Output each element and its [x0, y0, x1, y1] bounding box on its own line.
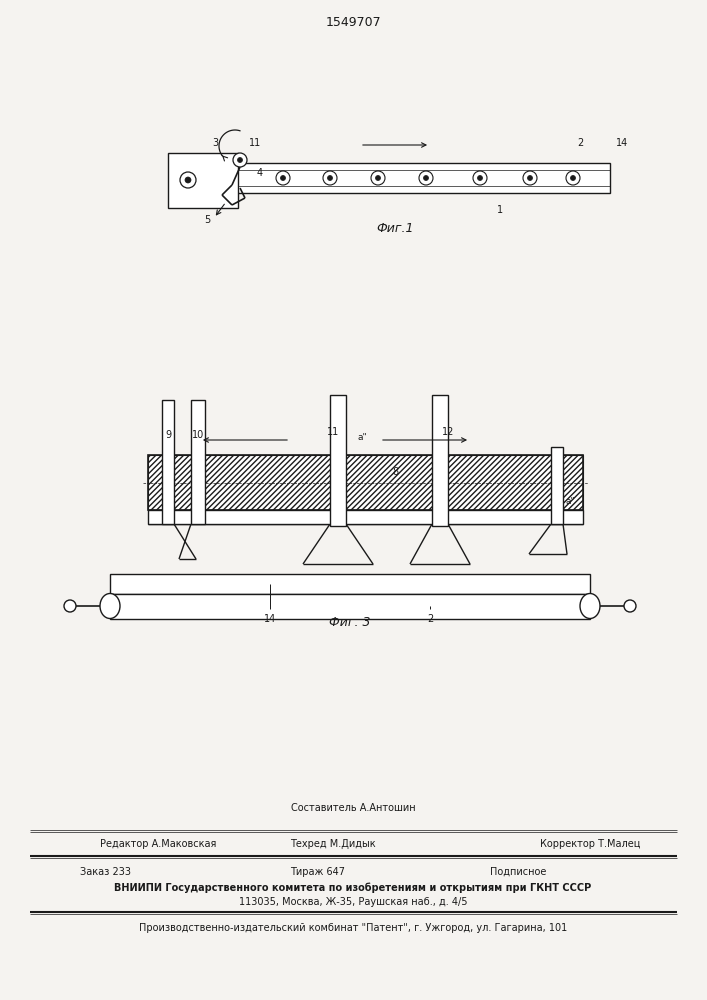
Text: 1549707: 1549707	[325, 15, 381, 28]
Circle shape	[523, 171, 537, 185]
Ellipse shape	[100, 593, 120, 618]
Circle shape	[323, 171, 337, 185]
Circle shape	[375, 176, 380, 180]
Text: Заказ 233: Заказ 233	[80, 867, 131, 877]
Circle shape	[473, 171, 487, 185]
Text: 2: 2	[427, 614, 433, 624]
Text: 10: 10	[192, 430, 204, 440]
Circle shape	[64, 600, 76, 612]
Bar	[330, 395, 346, 526]
Text: Редактор А.Маковская: Редактор А.Маковская	[100, 839, 216, 849]
Bar	[110, 574, 590, 594]
Bar	[551, 447, 563, 524]
Text: 4: 4	[257, 168, 263, 178]
Text: 11: 11	[327, 427, 339, 437]
Text: а": а"	[565, 497, 575, 506]
Circle shape	[233, 153, 247, 167]
Text: Техред М.Дидык: Техред М.Дидык	[290, 839, 375, 849]
Text: 14: 14	[264, 614, 276, 624]
Circle shape	[566, 171, 580, 185]
Bar	[205, 163, 610, 193]
Text: 12: 12	[442, 427, 454, 437]
Text: Фиг. 3: Фиг. 3	[329, 615, 370, 629]
Text: 14: 14	[616, 138, 628, 148]
Circle shape	[624, 600, 636, 612]
Text: Тираж 647: Тираж 647	[290, 867, 345, 877]
Text: 11: 11	[249, 138, 261, 148]
Text: 3: 3	[212, 138, 218, 148]
Bar	[191, 400, 205, 524]
Circle shape	[276, 171, 290, 185]
Circle shape	[423, 176, 428, 180]
Circle shape	[238, 157, 243, 162]
Text: 2: 2	[577, 138, 583, 148]
Text: а": а"	[357, 432, 367, 442]
Text: 113035, Москва, Ж-35, Раушская наб., д. 4/5: 113035, Москва, Ж-35, Раушская наб., д. …	[239, 897, 467, 907]
Text: ВНИИПИ Государственного комитета по изобретениям и открытиям при ГКНТ СССР: ВНИИПИ Государственного комитета по изоб…	[115, 883, 592, 893]
Circle shape	[281, 176, 286, 180]
Text: 8: 8	[392, 467, 398, 477]
Circle shape	[477, 176, 482, 180]
Text: Корректор Т.Малец: Корректор Т.Малец	[540, 839, 641, 849]
Bar	[148, 455, 583, 510]
Bar	[162, 400, 174, 524]
Circle shape	[527, 176, 532, 180]
Text: 5: 5	[204, 215, 210, 225]
Text: Фиг.1: Фиг.1	[376, 222, 414, 234]
Bar	[110, 594, 590, 619]
Circle shape	[180, 172, 196, 188]
Circle shape	[419, 171, 433, 185]
Text: 9: 9	[165, 430, 171, 440]
Text: Составитель А.Антошин: Составитель А.Антошин	[291, 803, 415, 813]
Circle shape	[185, 177, 191, 183]
Bar	[148, 510, 583, 524]
Ellipse shape	[580, 593, 600, 618]
Circle shape	[327, 176, 332, 180]
Text: Подписное: Подписное	[490, 867, 547, 877]
Bar	[148, 455, 583, 510]
Bar	[432, 395, 448, 526]
Bar	[168, 153, 238, 208]
Circle shape	[571, 176, 575, 180]
Text: Производственно-издательский комбинат "Патент", г. Ужгород, ул. Гагарина, 101: Производственно-издательский комбинат "П…	[139, 923, 567, 933]
Text: 1: 1	[497, 205, 503, 215]
Circle shape	[371, 171, 385, 185]
